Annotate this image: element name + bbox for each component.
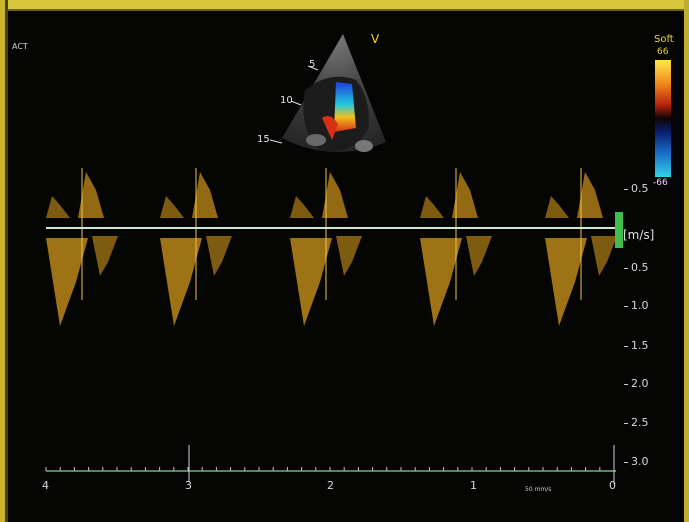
frame-left-border	[0, 0, 5, 522]
time-tick-3: 3	[185, 479, 192, 492]
velocity-tick-top-0-5: 0.5	[624, 182, 649, 195]
velocity-unit: [m/s]	[623, 228, 655, 242]
doppler-spectrum	[46, 168, 617, 326]
reverse-wave-3	[466, 236, 492, 276]
reverse-jet-3	[420, 238, 462, 326]
time-tick-2: 2	[327, 479, 334, 492]
forward-flow-1-b	[192, 172, 218, 218]
sector-marker: V	[371, 32, 380, 46]
velocity-tick-2-0: 2.0	[624, 377, 649, 390]
forward-flow-1-a	[160, 196, 184, 218]
frame-right-border	[684, 0, 689, 522]
sweep-speed-label: 50 mm/s	[525, 486, 552, 493]
time-axis-minor-ticks	[45, 467, 601, 471]
forward-flow-3-b	[452, 172, 478, 218]
frame-top-inner-border	[0, 9, 689, 11]
velocity-tick-2-5: 2.5	[624, 416, 649, 429]
reverse-jet-1	[160, 238, 202, 326]
baseline-adjust-handle[interactable]	[615, 212, 623, 248]
forward-flow-4-b	[577, 172, 603, 218]
forward-flow-4-a	[545, 196, 569, 218]
depth-marker-15	[269, 139, 283, 144]
depth-label-10: 10	[280, 95, 293, 106]
forward-flow-2-b	[322, 172, 348, 218]
reverse-jet-0	[46, 238, 88, 326]
reverse-jet-4	[545, 238, 587, 326]
frame-top-border	[0, 0, 689, 9]
velocity-tick-1-5: 1.5	[624, 339, 649, 352]
color-bar-title: Soft	[654, 34, 674, 45]
echo-sector-image	[282, 34, 386, 152]
time-tick-0: 0	[609, 479, 616, 492]
velocity-tick-1-0: 1.0	[624, 299, 649, 312]
depth-label-5: 5	[309, 59, 316, 70]
velocity-tick-0-5: 0.5	[624, 261, 649, 274]
reverse-wave-1	[206, 236, 232, 276]
frame-left-inner-border	[5, 0, 8, 522]
color-velocity-bar	[655, 60, 671, 177]
forward-flow-2-a	[290, 196, 314, 218]
depth-marker-10	[290, 100, 302, 106]
color-bar-bottom-value: -66	[653, 178, 668, 188]
depth-marker-5	[307, 65, 319, 71]
forward-flow-0-b	[78, 172, 104, 218]
velocity-tick-3-0: 3.0	[624, 455, 649, 468]
color-bar-top-value: 66	[657, 47, 669, 57]
reverse-wave-2	[336, 236, 362, 276]
time-tick-4: 4	[42, 479, 49, 492]
reverse-jet-2	[290, 238, 332, 326]
depth-label-15: 15	[257, 134, 270, 145]
forward-flow-0-a	[46, 196, 70, 218]
time-tick-1: 1	[470, 479, 477, 492]
reverse-wave-4	[591, 236, 617, 276]
forward-flow-3-a	[420, 196, 444, 218]
mode-label: ACT	[12, 42, 28, 51]
reverse-wave-0	[92, 236, 118, 276]
